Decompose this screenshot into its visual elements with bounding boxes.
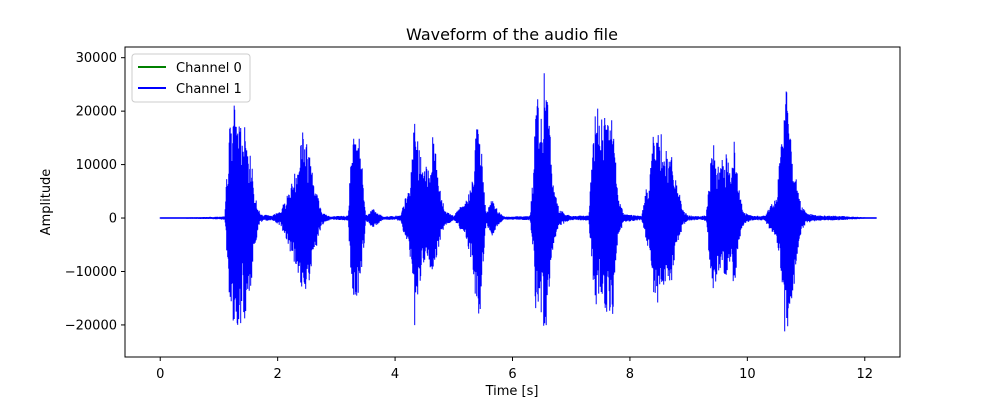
legend-label-channel-1: Channel 1 xyxy=(176,82,242,97)
y-tick-label: 30000 xyxy=(76,51,117,66)
x-tick-label: 4 xyxy=(391,367,399,382)
y-tick-label: 10000 xyxy=(76,158,117,173)
x-axis-label: Time [s] xyxy=(485,384,539,399)
y-tick-label: −20000 xyxy=(65,318,117,333)
legend: Channel 0 Channel 1 xyxy=(131,53,251,103)
x-tick-label: 0 xyxy=(156,367,164,382)
y-tick-label: −10000 xyxy=(65,265,117,280)
x-tick-label: 8 xyxy=(626,367,634,382)
x-axis-ticks: 0 2 4 6 8 10 12 xyxy=(156,357,873,382)
x-tick-label: 12 xyxy=(856,367,873,382)
chart-title: Waveform of the audio file xyxy=(406,25,618,44)
y-tick-label: 0 xyxy=(109,212,117,227)
y-axis-ticks: −20000 −10000 0 10000 20000 30000 xyxy=(65,51,125,333)
waveform-layer xyxy=(159,73,877,332)
y-tick-label: 20000 xyxy=(76,105,117,120)
plot-area xyxy=(124,46,901,358)
x-tick-label: 10 xyxy=(739,367,756,382)
y-axis-label: Amplitude xyxy=(39,169,54,236)
legend-label-channel-0: Channel 0 xyxy=(176,61,242,76)
x-tick-label: 6 xyxy=(508,367,516,382)
x-tick-label: 2 xyxy=(274,367,282,382)
